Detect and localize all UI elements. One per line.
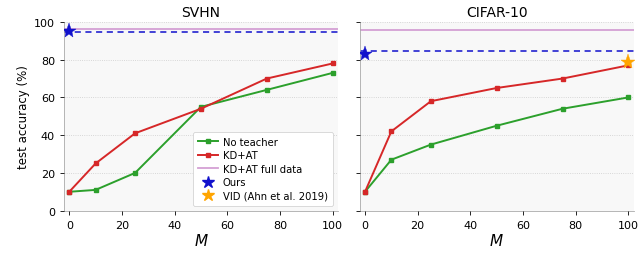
Y-axis label: test accuracy (%): test accuracy (%): [17, 65, 30, 169]
X-axis label: $M$: $M$: [193, 233, 208, 248]
Title: SVHN: SVHN: [181, 6, 220, 20]
X-axis label: $M$: $M$: [490, 233, 504, 248]
Legend: No teacher, KD+AT, KD+AT full data, Ours, VID (Ahn et al. 2019): No teacher, KD+AT, KD+AT full data, Ours…: [193, 132, 333, 206]
Title: CIFAR-10: CIFAR-10: [466, 6, 527, 20]
